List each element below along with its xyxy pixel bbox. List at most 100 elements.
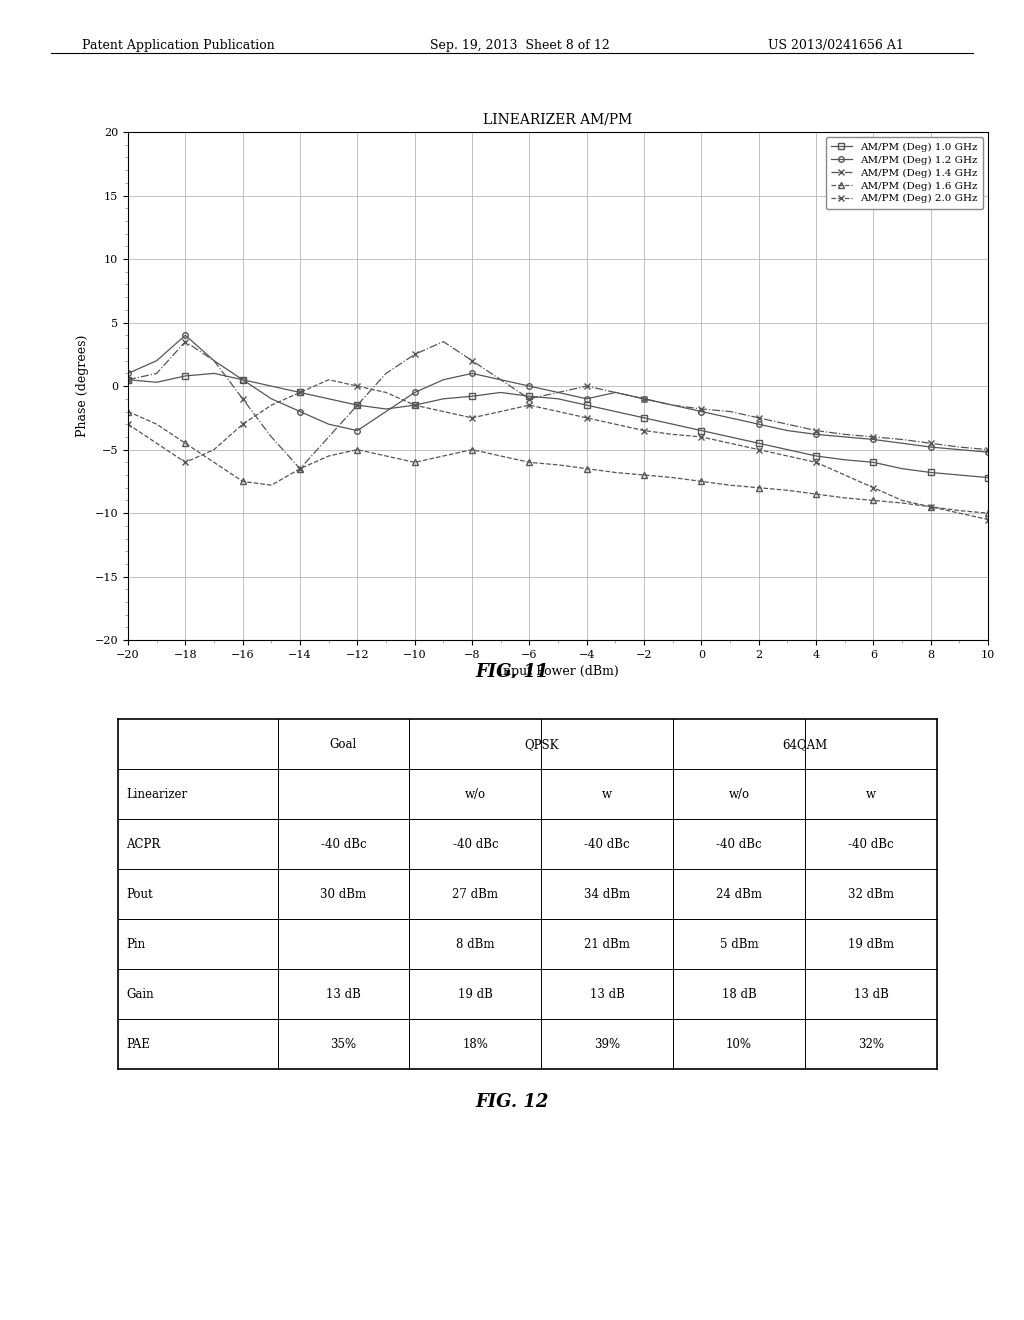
AM/PM (Deg) 1.6 GHz xyxy=(323,447,335,463)
Text: 35%: 35% xyxy=(331,1038,356,1051)
AM/PM (Deg) 1.0 GHz xyxy=(695,422,708,438)
AM/PM (Deg) 1.6 GHz xyxy=(581,461,593,477)
AM/PM (Deg) 1.2 GHz xyxy=(781,422,794,438)
AM/PM (Deg) 1.6 GHz xyxy=(810,486,822,502)
AM/PM (Deg) 2.0 GHz xyxy=(294,384,306,400)
AM/PM (Deg) 1.4 GHz xyxy=(523,391,536,407)
AM/PM (Deg) 1.6 GHz xyxy=(495,447,507,463)
AM/PM (Deg) 1.6 GHz xyxy=(208,454,220,470)
Y-axis label: Phase (degrees): Phase (degrees) xyxy=(76,335,89,437)
AM/PM (Deg) 1.6 GHz xyxy=(609,465,622,480)
Text: 32 dBm: 32 dBm xyxy=(848,888,894,900)
AM/PM (Deg) 1.2 GHz xyxy=(638,391,650,407)
AM/PM (Deg) 1.4 GHz xyxy=(695,401,708,417)
AM/PM (Deg) 2.0 GHz xyxy=(609,416,622,432)
AM/PM (Deg) 1.6 GHz xyxy=(466,442,478,458)
AM/PM (Deg) 2.0 GHz xyxy=(581,411,593,426)
AM/PM (Deg) 1.6 GHz xyxy=(953,503,966,519)
AM/PM (Deg) 1.0 GHz xyxy=(523,388,536,404)
AM/PM (Deg) 1.6 GHz xyxy=(667,470,679,486)
AM/PM (Deg) 1.4 GHz xyxy=(753,411,765,426)
AM/PM (Deg) 1.0 GHz xyxy=(237,372,249,388)
AM/PM (Deg) 1.4 GHz xyxy=(896,432,908,447)
AM/PM (Deg) 1.6 GHz xyxy=(265,478,278,494)
Title: LINEARIZER AM/PM: LINEARIZER AM/PM xyxy=(483,112,633,127)
AM/PM (Deg) 1.6 GHz xyxy=(781,482,794,498)
Text: 18%: 18% xyxy=(463,1038,488,1051)
AM/PM (Deg) 1.4 GHz xyxy=(323,429,335,445)
AM/PM (Deg) 1.2 GHz xyxy=(925,440,937,455)
AM/PM (Deg) 1.6 GHz xyxy=(724,478,736,494)
Text: 19 dBm: 19 dBm xyxy=(848,937,894,950)
Text: FIG. 12: FIG. 12 xyxy=(475,1093,549,1111)
AM/PM (Deg) 1.6 GHz xyxy=(638,467,650,483)
AM/PM (Deg) 1.4 GHz xyxy=(552,384,564,400)
Text: 21 dBm: 21 dBm xyxy=(585,937,630,950)
AM/PM (Deg) 1.6 GHz xyxy=(839,490,851,506)
Line: AM/PM (Deg) 1.6 GHz: AM/PM (Deg) 1.6 GHz xyxy=(125,409,991,516)
AM/PM (Deg) 1.2 GHz xyxy=(179,327,191,343)
AM/PM (Deg) 1.4 GHz xyxy=(151,366,163,381)
Text: 39%: 39% xyxy=(594,1038,621,1051)
AM/PM (Deg) 1.4 GHz xyxy=(409,346,421,362)
AM/PM (Deg) 1.2 GHz xyxy=(351,422,364,438)
AM/PM (Deg) 1.0 GHz xyxy=(495,384,507,400)
AM/PM (Deg) 1.2 GHz xyxy=(896,436,908,451)
Text: 34 dBm: 34 dBm xyxy=(584,888,631,900)
Text: 13 dB: 13 dB xyxy=(326,987,360,1001)
AM/PM (Deg) 1.0 GHz xyxy=(953,467,966,483)
AM/PM (Deg) 1.0 GHz xyxy=(839,451,851,467)
Text: -40 dBc: -40 dBc xyxy=(453,838,498,851)
AM/PM (Deg) 1.4 GHz xyxy=(925,436,937,451)
AM/PM (Deg) 1.6 GHz xyxy=(380,447,392,463)
AM/PM (Deg) 1.6 GHz xyxy=(552,457,564,473)
AM/PM (Deg) 1.6 GHz xyxy=(237,474,249,490)
AM/PM (Deg) 1.0 GHz xyxy=(208,366,220,381)
AM/PM (Deg) 2.0 GHz xyxy=(552,404,564,420)
AM/PM (Deg) 1.4 GHz xyxy=(437,334,450,350)
AM/PM (Deg) 1.2 GHz xyxy=(753,416,765,432)
AM/PM (Deg) 1.4 GHz xyxy=(982,442,994,458)
AM/PM (Deg) 1.6 GHz xyxy=(294,461,306,477)
AM/PM (Deg) 1.4 GHz xyxy=(265,429,278,445)
AM/PM (Deg) 1.2 GHz xyxy=(466,366,478,381)
AM/PM (Deg) 1.0 GHz xyxy=(810,447,822,463)
AM/PM (Deg) 1.0 GHz xyxy=(437,391,450,407)
AM/PM (Deg) 2.0 GHz xyxy=(753,442,765,458)
AM/PM (Deg) 2.0 GHz xyxy=(351,378,364,393)
Text: 10%: 10% xyxy=(726,1038,752,1051)
AM/PM (Deg) 1.0 GHz xyxy=(982,470,994,486)
Line: AM/PM (Deg) 2.0 GHz: AM/PM (Deg) 2.0 GHz xyxy=(125,376,991,523)
AM/PM (Deg) 1.4 GHz xyxy=(466,352,478,368)
Text: 5 dBm: 5 dBm xyxy=(720,937,759,950)
AM/PM (Deg) 1.2 GHz xyxy=(437,372,450,388)
AM/PM (Deg) 2.0 GHz xyxy=(323,372,335,388)
Text: Pin: Pin xyxy=(126,937,145,950)
Text: Patent Application Publication: Patent Application Publication xyxy=(82,40,274,51)
Text: -40 dBc: -40 dBc xyxy=(321,838,367,851)
AM/PM (Deg) 2.0 GHz xyxy=(982,512,994,528)
AM/PM (Deg) 2.0 GHz xyxy=(151,436,163,451)
AM/PM (Deg) 1.0 GHz xyxy=(753,436,765,451)
Text: Goal: Goal xyxy=(330,738,357,751)
X-axis label: Input Power (dBm): Input Power (dBm) xyxy=(498,665,618,678)
AM/PM (Deg) 1.0 GHz xyxy=(581,397,593,413)
Text: 30 dBm: 30 dBm xyxy=(321,888,367,900)
AM/PM (Deg) 2.0 GHz xyxy=(523,397,536,413)
AM/PM (Deg) 1.0 GHz xyxy=(552,391,564,407)
Text: w: w xyxy=(602,788,612,801)
AM/PM (Deg) 1.0 GHz xyxy=(867,454,880,470)
AM/PM (Deg) 2.0 GHz xyxy=(867,479,880,495)
AM/PM (Deg) 1.2 GHz xyxy=(581,391,593,407)
AM/PM (Deg) 1.6 GHz xyxy=(523,454,536,470)
AM/PM (Deg) 1.6 GHz xyxy=(896,495,908,511)
AM/PM (Deg) 1.4 GHz xyxy=(781,416,794,432)
AM/PM (Deg) 2.0 GHz xyxy=(208,442,220,458)
Text: Pout: Pout xyxy=(126,888,153,900)
AM/PM (Deg) 1.6 GHz xyxy=(695,474,708,490)
Text: 8 dBm: 8 dBm xyxy=(456,937,495,950)
AM/PM (Deg) 1.4 GHz xyxy=(609,384,622,400)
AM/PM (Deg) 1.2 GHz xyxy=(839,429,851,445)
AM/PM (Deg) 1.2 GHz xyxy=(867,432,880,447)
Text: 32%: 32% xyxy=(858,1038,884,1051)
